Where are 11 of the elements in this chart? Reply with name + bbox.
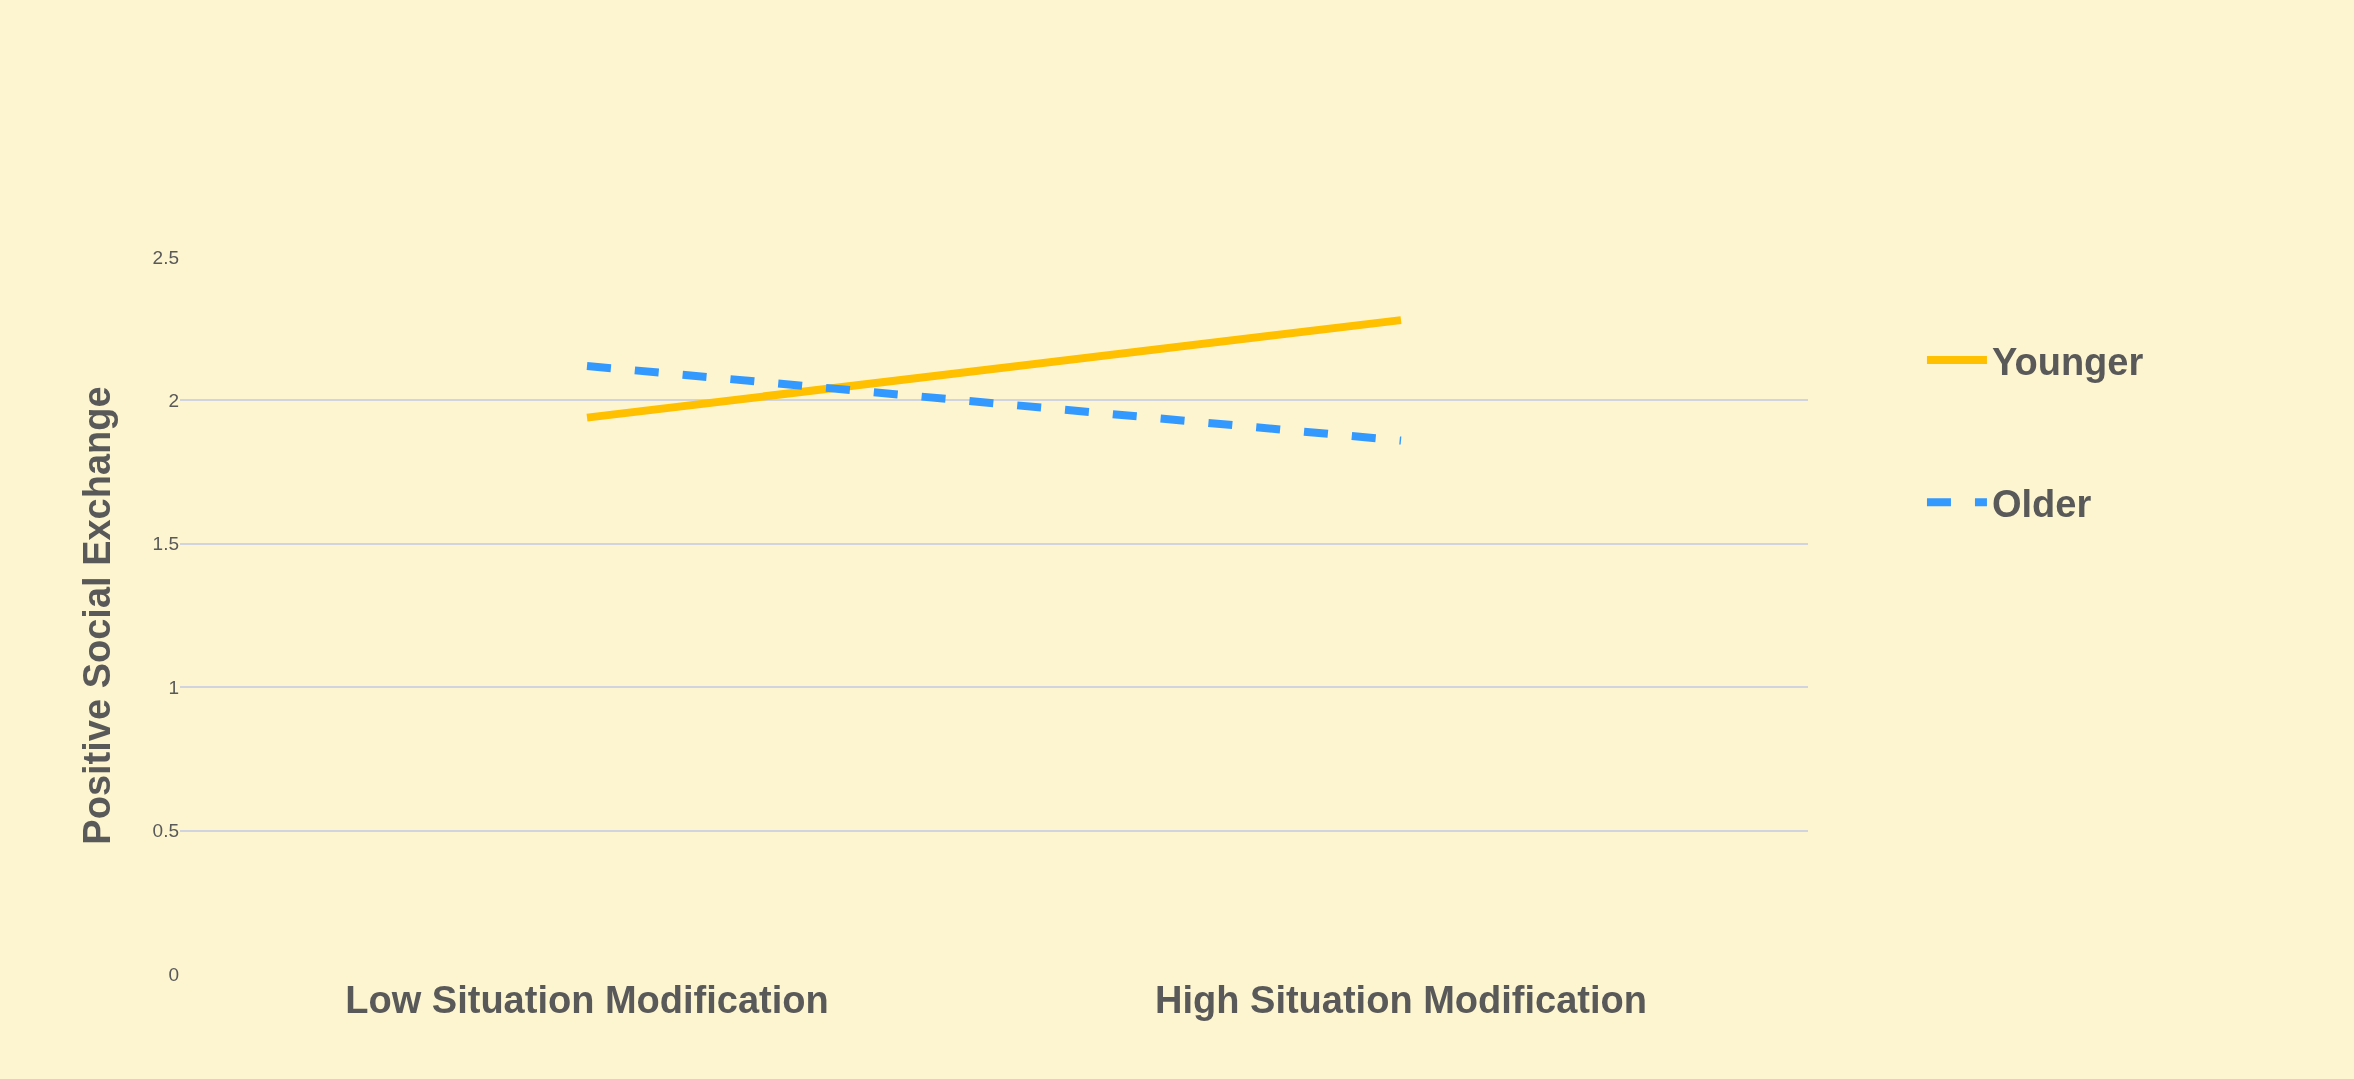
x-tick-label: High Situation Modification [1155, 979, 1647, 1021]
y-tick-label: 0 [168, 963, 179, 985]
legend-label: Younger [1991, 340, 2144, 383]
x-tick-label: Low Situation Modification [345, 979, 829, 1021]
y-tick-label: 2.5 [152, 246, 179, 268]
y-axis-title: Positive Social Exchange [75, 386, 118, 845]
y-tick-label: 1 [168, 676, 179, 698]
y-tick-label: 2 [168, 390, 179, 412]
y-tick-label: 1.5 [152, 533, 179, 555]
legend-label: Older [1991, 483, 2092, 526]
y-tick-label: 0.5 [152, 820, 179, 842]
